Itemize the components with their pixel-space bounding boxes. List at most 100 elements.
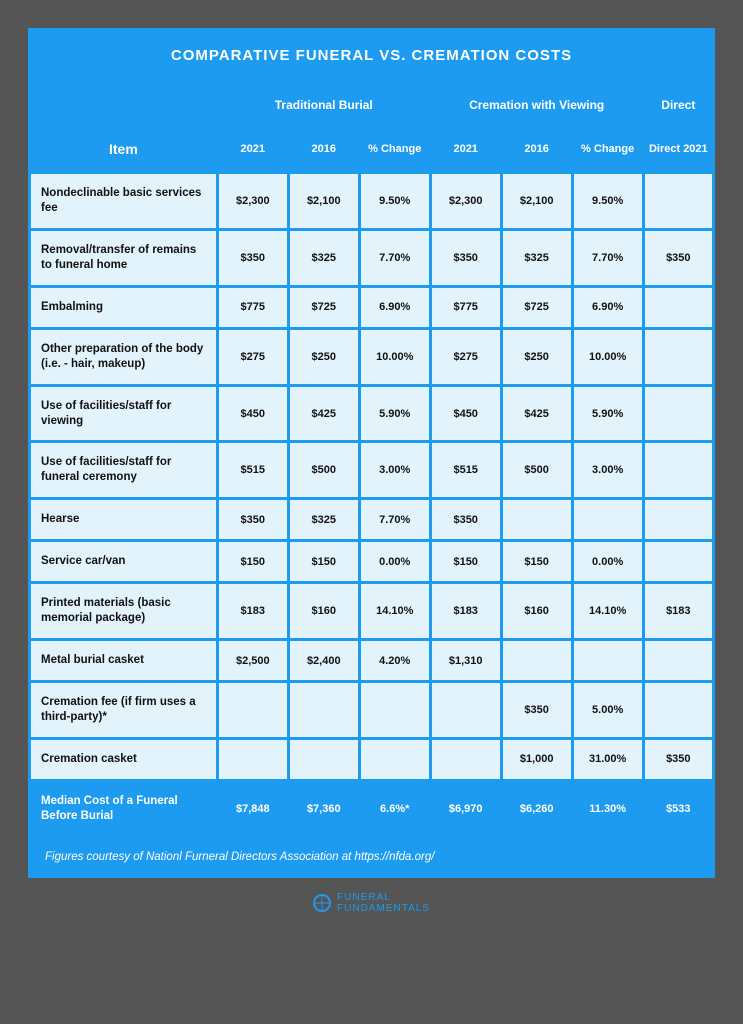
item-cell: Removal/transfer of remains to funeral h… [31, 231, 216, 285]
value-cell [361, 683, 429, 737]
value-cell: $725 [290, 288, 358, 327]
value-cell: $2,100 [503, 174, 571, 228]
value-cell [503, 500, 571, 539]
table-row: Printed materials (basic memorial packag… [31, 584, 712, 638]
table-row: Other preparation of the body (i.e. - ha… [31, 330, 712, 384]
value-cell: $325 [290, 231, 358, 285]
summary-item: Median Cost of a Funeral Before Burial [31, 782, 216, 836]
value-cell: 6.90% [574, 288, 642, 327]
value-cell: $1,000 [503, 740, 571, 779]
item-cell: Cremation fee (if firm uses a third-part… [31, 683, 216, 737]
value-cell [645, 330, 712, 384]
value-cell: 0.00% [361, 542, 429, 581]
table-row: Hearse$350$3257.70%$350 [31, 500, 712, 539]
table-row: Cremation casket$1,00031.00%$350 [31, 740, 712, 779]
col-cv-chg: % Change [574, 127, 642, 171]
value-cell: $150 [503, 542, 571, 581]
value-cell: $275 [219, 330, 287, 384]
brand-text: FUNERAL FUNDAMENTALS [337, 892, 430, 914]
value-cell: $150 [432, 542, 500, 581]
table-row: Embalming$775$7256.90%$775$7256.90% [31, 288, 712, 327]
value-cell [645, 641, 712, 680]
value-cell: $1,310 [432, 641, 500, 680]
value-cell: $325 [503, 231, 571, 285]
item-cell: Cremation casket [31, 740, 216, 779]
value-cell: $350 [432, 231, 500, 285]
value-cell: $183 [219, 584, 287, 638]
value-cell: $350 [645, 231, 712, 285]
infographic-card: COMPARATIVE FUNERAL VS. CREMATION COSTS … [28, 28, 715, 878]
summary-value: $533 [645, 782, 712, 836]
table-row: Use of facilities/staff for viewing$450$… [31, 387, 712, 441]
value-cell [645, 443, 712, 497]
col-direct: Direct 2021 [645, 127, 712, 171]
value-cell: $2,400 [290, 641, 358, 680]
value-cell: $183 [432, 584, 500, 638]
value-cell: $150 [219, 542, 287, 581]
value-cell [290, 683, 358, 737]
value-cell: $775 [432, 288, 500, 327]
value-cell [645, 174, 712, 228]
value-cell [645, 288, 712, 327]
value-cell: 14.10% [574, 584, 642, 638]
group-cremation-viewing: Cremation with Viewing [432, 86, 642, 124]
value-cell: $515 [432, 443, 500, 497]
value-cell: $250 [290, 330, 358, 384]
table-row: Metal burial casket$2,500$2,4004.20%$1,3… [31, 641, 712, 680]
brand-line1: FUNERAL [337, 892, 391, 903]
value-cell [645, 387, 712, 441]
summary-value: $6,970 [432, 782, 500, 836]
value-cell: $250 [503, 330, 571, 384]
value-cell: 3.00% [574, 443, 642, 497]
value-cell: 7.70% [574, 231, 642, 285]
summary-value: $7,360 [290, 782, 358, 836]
group-direct: Direct [645, 86, 712, 124]
col-tb-2021: 2021 [219, 127, 287, 171]
value-cell: 31.00% [574, 740, 642, 779]
footnote: Figures courtesy of Nationl Furneral Dir… [28, 839, 715, 878]
col-cv-2021: 2021 [432, 127, 500, 171]
group-blank [31, 86, 216, 124]
value-cell [645, 683, 712, 737]
table-row: Nondeclinable basic services fee$2,300$2… [31, 174, 712, 228]
value-cell: 9.50% [361, 174, 429, 228]
value-cell: $425 [503, 387, 571, 441]
value-cell [290, 740, 358, 779]
value-cell: $500 [503, 443, 571, 497]
value-cell: $2,100 [290, 174, 358, 228]
item-cell: Use of facilities/staff for funeral cere… [31, 443, 216, 497]
value-cell: $350 [432, 500, 500, 539]
value-cell [361, 740, 429, 779]
value-cell: $775 [219, 288, 287, 327]
value-cell: 6.90% [361, 288, 429, 327]
value-cell [645, 500, 712, 539]
value-cell [503, 641, 571, 680]
summary-value: 11.30% [574, 782, 642, 836]
group-traditional: Traditional Burial [219, 86, 429, 124]
value-cell: 9.50% [574, 174, 642, 228]
value-cell: $2,300 [432, 174, 500, 228]
value-cell: 5.90% [574, 387, 642, 441]
value-cell: $160 [503, 584, 571, 638]
value-cell [574, 500, 642, 539]
value-cell: $350 [219, 231, 287, 285]
value-cell: $150 [290, 542, 358, 581]
summary-value: $6,260 [503, 782, 571, 836]
col-item: Item [31, 127, 216, 171]
value-cell: $450 [219, 387, 287, 441]
value-cell: $500 [290, 443, 358, 497]
value-cell [574, 641, 642, 680]
value-cell: $275 [432, 330, 500, 384]
summary-row: Median Cost of a Funeral Before Burial $7… [31, 782, 712, 836]
col-tb-2016: 2016 [290, 127, 358, 171]
value-cell: $725 [503, 288, 571, 327]
value-cell [645, 542, 712, 581]
table-row: Use of facilities/staff for funeral cere… [31, 443, 712, 497]
value-cell: 5.90% [361, 387, 429, 441]
table-row: Cremation fee (if firm uses a third-part… [31, 683, 712, 737]
value-cell: $350 [503, 683, 571, 737]
col-tb-chg: % Change [361, 127, 429, 171]
col-cv-2016: 2016 [503, 127, 571, 171]
value-cell [219, 683, 287, 737]
table-row: Removal/transfer of remains to funeral h… [31, 231, 712, 285]
